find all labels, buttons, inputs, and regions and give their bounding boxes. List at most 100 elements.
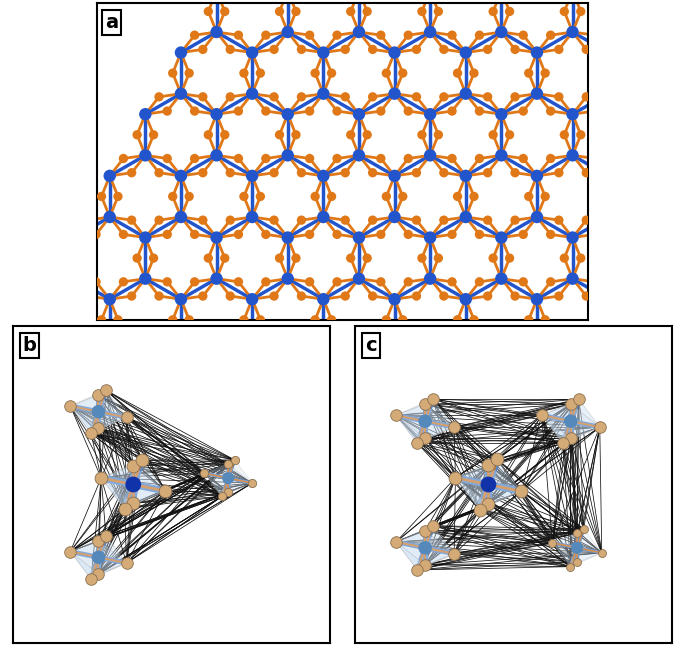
Point	[340, 167, 351, 178]
Polygon shape	[71, 390, 106, 428]
Point	[326, 191, 337, 202]
Point	[65, 401, 76, 411]
Point	[425, 233, 436, 243]
Point	[197, 291, 208, 301]
Point	[447, 153, 458, 163]
Point	[545, 30, 556, 40]
Point	[332, 276, 342, 287]
Point	[452, 191, 463, 202]
Point	[140, 150, 151, 160]
Point	[211, 150, 222, 160]
Polygon shape	[479, 491, 521, 510]
Polygon shape	[101, 460, 142, 503]
Polygon shape	[91, 563, 127, 579]
Polygon shape	[71, 390, 106, 406]
Point	[581, 44, 592, 54]
Point	[518, 30, 529, 40]
Point	[438, 291, 449, 301]
Polygon shape	[425, 526, 454, 554]
Point	[469, 315, 479, 325]
Point	[545, 106, 556, 116]
Polygon shape	[563, 404, 600, 443]
Point	[460, 212, 471, 222]
Point	[197, 215, 208, 225]
Point	[411, 167, 422, 178]
Point	[545, 153, 556, 163]
Point	[397, 68, 408, 78]
Point	[233, 229, 244, 240]
Point	[449, 422, 460, 432]
Point	[504, 130, 515, 140]
Point	[589, 229, 600, 240]
Polygon shape	[134, 460, 165, 491]
Text: a: a	[105, 13, 118, 32]
Polygon shape	[101, 460, 142, 478]
Point	[474, 505, 485, 515]
Polygon shape	[571, 553, 601, 567]
Point	[119, 504, 130, 514]
Polygon shape	[396, 415, 425, 443]
Point	[260, 229, 271, 240]
Point	[447, 276, 458, 287]
Point	[296, 215, 307, 225]
Polygon shape	[417, 554, 454, 570]
Point	[121, 558, 132, 568]
Point	[132, 253, 142, 264]
Point	[411, 215, 422, 225]
Polygon shape	[204, 474, 228, 496]
Point	[589, 276, 600, 287]
Point	[581, 291, 592, 301]
Point	[416, 130, 427, 140]
Point	[340, 44, 351, 54]
Point	[274, 130, 285, 140]
Point	[225, 92, 236, 102]
Point	[128, 461, 139, 471]
Point	[452, 315, 463, 325]
Point	[219, 253, 230, 264]
Point	[474, 153, 485, 163]
Polygon shape	[91, 395, 127, 433]
Point	[332, 30, 342, 40]
Point	[296, 44, 307, 54]
Polygon shape	[99, 390, 127, 417]
Point	[90, 229, 101, 240]
Point	[469, 68, 479, 78]
Point	[296, 92, 307, 102]
Point	[282, 150, 293, 160]
Polygon shape	[577, 529, 601, 553]
Point	[118, 229, 129, 240]
Polygon shape	[425, 526, 454, 565]
Polygon shape	[425, 399, 454, 427]
Point	[136, 455, 147, 465]
Point	[403, 106, 414, 116]
Point	[516, 486, 527, 496]
Point	[397, 315, 408, 325]
Point	[225, 291, 236, 301]
Point	[412, 438, 423, 448]
Point	[318, 171, 329, 181]
Point	[189, 276, 200, 287]
Point	[496, 233, 507, 243]
Polygon shape	[396, 531, 425, 570]
Point	[118, 276, 129, 287]
Polygon shape	[571, 534, 601, 567]
Polygon shape	[228, 460, 252, 483]
Point	[296, 167, 307, 178]
Point	[425, 27, 436, 37]
Point	[121, 412, 132, 422]
Point	[96, 315, 107, 325]
Point	[148, 130, 159, 140]
Point	[233, 106, 244, 116]
Point	[304, 229, 315, 240]
Point	[140, 233, 151, 243]
Point	[93, 536, 104, 546]
Point	[175, 212, 186, 222]
Point	[167, 191, 178, 202]
Point	[492, 454, 503, 464]
Point	[132, 130, 142, 140]
Point	[260, 106, 271, 116]
Point	[565, 433, 576, 443]
Point	[578, 524, 589, 534]
Point	[553, 215, 564, 225]
Point	[589, 153, 600, 163]
